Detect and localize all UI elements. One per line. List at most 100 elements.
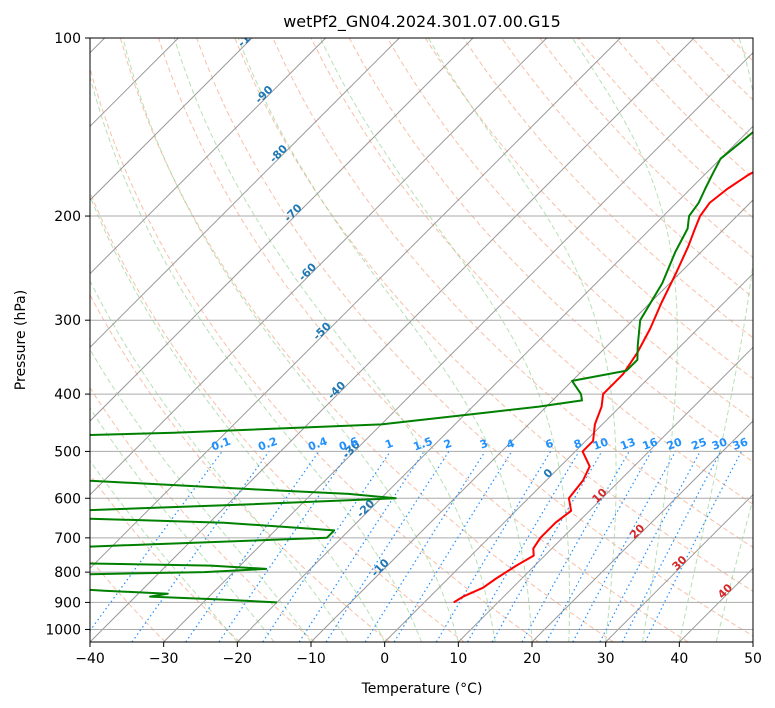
dry-adiabat-line (90, 386, 316, 642)
mixing-ratio-label: 25 (690, 435, 709, 452)
isotherm-line (236, 125, 753, 642)
plot-frame (89, 37, 754, 643)
x-tick-label: −30 (149, 651, 179, 667)
mixing-ratio-line (364, 451, 486, 642)
isotherm-label: -100 (235, 21, 264, 50)
dry-adiabat-line (90, 473, 241, 642)
dry-adiabat-line (653, 38, 753, 140)
moist-adiabat-line (90, 407, 275, 642)
mixing-ratio-line (262, 451, 391, 642)
dry-adiabat-line (90, 293, 390, 642)
mixing-ratio-line (131, 451, 270, 642)
isotherm-label: 40 (715, 581, 735, 601)
moist-adiabat-line (427, 38, 617, 642)
isotherm-line (90, 38, 253, 201)
y-tick-label: 300 (54, 313, 81, 329)
y-tick-label: 200 (54, 209, 81, 225)
mixing-ratio-line (466, 451, 580, 642)
isotherm-line (90, 38, 474, 422)
x-tick-label: 10 (449, 651, 467, 667)
moist-adiabat-line (678, 38, 753, 642)
dry-adiabat-line (769, 38, 775, 642)
sounding-profiles (90, 130, 753, 604)
x-tick-label: −40 (75, 651, 105, 667)
background-grid (90, 38, 775, 642)
isotherm-label: 10 (590, 486, 610, 506)
moist-adiabat-line (319, 38, 570, 642)
isotherm-label: -80 (267, 142, 290, 165)
y-tick-label: 400 (54, 387, 81, 403)
isotherm-label: -40 (325, 379, 348, 402)
x-tick-label: 20 (523, 651, 541, 667)
y-tick-label: 700 (54, 531, 81, 547)
dry-adiabat-line (424, 38, 753, 380)
mixing-ratio-line (621, 451, 722, 642)
isotherm-line (752, 641, 753, 642)
mixing-ratio-label: 0.6 (337, 435, 360, 454)
moist-adiabat-line (90, 74, 422, 642)
y-tick-label: 900 (54, 595, 81, 611)
mixing-ratio-line (572, 451, 677, 642)
moist-adiabat-line (122, 38, 459, 642)
mixing-ratio-label: 4 (505, 437, 517, 452)
isotherm-label: 30 (670, 553, 690, 573)
isotherm-line (531, 420, 753, 642)
chart-title: wetPf2_GN04.2024.301.07.00.G15 (283, 12, 561, 32)
y-tick-label: 600 (54, 491, 81, 507)
isotherm-line (90, 38, 695, 642)
mixing-ratio-label: 0.2 (256, 435, 279, 454)
mixing-ratio-line (545, 451, 652, 642)
guide-line-labels: -100-90-80-70-60-50-40-30-20-10010203040… (210, 21, 750, 601)
dry-adiabat-line (90, 66, 540, 642)
isotherm-line (678, 567, 753, 642)
x-axis-label: Temperature (°C) (361, 681, 483, 697)
isotherm-line (457, 346, 753, 642)
isotherm-line (90, 38, 400, 349)
isotherm-label: -10 (369, 556, 392, 579)
mixing-ratio-label: 2 (442, 437, 454, 452)
temperature-profile-line (453, 171, 753, 604)
y-tick-label: 800 (54, 565, 81, 581)
dry-adiabat-line (90, 558, 166, 642)
dry-adiabat-line (234, 38, 753, 592)
dry-adiabat-line (119, 38, 614, 642)
moist-adiabat-line (90, 194, 386, 642)
y-tick-label: 500 (54, 444, 81, 460)
mixing-ratio-label: 8 (572, 437, 584, 452)
mixing-ratio-label: 13 (619, 435, 638, 452)
dry-adiabat-line (348, 38, 753, 463)
isotherm-line (90, 38, 548, 496)
isotherm-line (384, 272, 753, 642)
mixing-ratio-label: 3 (478, 437, 490, 452)
isotherm-line (90, 38, 621, 570)
isotherm-label: 20 (627, 521, 647, 541)
dewpoint-profile-line (90, 130, 753, 604)
moist-adiabat-line (90, 348, 312, 642)
x-tick-label: −10 (296, 651, 326, 667)
mixing-ratio-line (325, 451, 450, 642)
mixing-ratio-line (644, 451, 743, 642)
y-axis-label: Pressure (hPa) (13, 290, 29, 390)
x-tick-label: 40 (670, 651, 688, 667)
mixing-ratio-label: 1 (383, 437, 395, 452)
x-tick-label: −20 (223, 651, 253, 667)
isotherm-label: -50 (311, 319, 334, 342)
dry-adiabat-line (272, 38, 753, 548)
isotherm-line (605, 493, 753, 642)
x-tick-label: 30 (597, 651, 615, 667)
y-axis-ticks: 100 200 300 400 500 600 700 800 900 1000 (45, 31, 90, 638)
moist-adiabat-line (715, 497, 753, 642)
mixing-ratio-line (298, 451, 425, 642)
dry-adiabat-line (90, 191, 465, 642)
mixing-ratio-label: 6 (544, 437, 556, 452)
mixing-ratio-label: 1.5 (412, 435, 435, 454)
mixing-ratio-label: 0.4 (306, 435, 329, 454)
isotherm-line (90, 38, 327, 275)
y-tick-label: 100 (54, 31, 81, 47)
isotherm-label: -70 (281, 201, 304, 224)
isotherm-line (310, 199, 753, 642)
x-tick-label: 0 (380, 651, 389, 667)
moist-adiabat-line (237, 38, 533, 642)
mixing-ratio-label: 20 (665, 435, 684, 453)
